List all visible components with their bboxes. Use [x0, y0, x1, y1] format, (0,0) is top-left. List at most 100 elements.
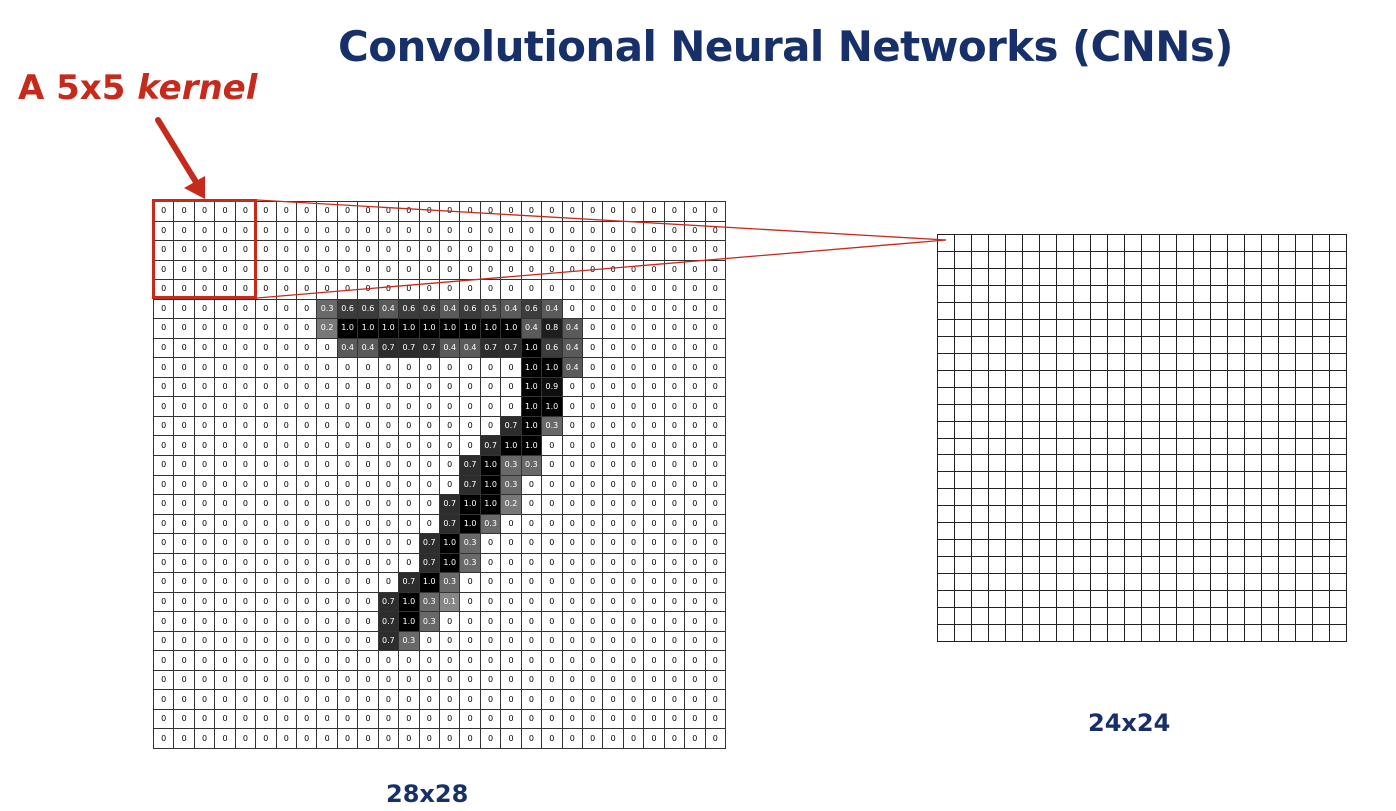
feature-map-cell: [1329, 268, 1347, 286]
pixel-cell: 0.7: [378, 338, 400, 359]
pixel-cell: 0: [685, 455, 706, 476]
pixel-cell: 0: [480, 670, 502, 691]
pixel-cell: 0: [623, 221, 645, 242]
feature-map-cell: [972, 302, 990, 320]
pixel-cell: 0: [664, 455, 686, 476]
pixel-cell: 0: [399, 221, 420, 242]
feature-map-cell: [955, 268, 973, 286]
feature-map-cell: [1040, 625, 1058, 642]
pixel-cell: 0: [562, 651, 583, 671]
feature-map-cell: [1261, 235, 1279, 252]
feature-map-cell: [938, 438, 956, 456]
pixel-cell: 0: [460, 377, 481, 398]
feature-map-cell: [1295, 455, 1313, 473]
pixel-cell: 0: [235, 651, 257, 671]
pixel-cell: 0: [664, 377, 686, 398]
pixel-cell: 0: [256, 436, 277, 456]
feature-map-cell: [1040, 404, 1058, 422]
feature-map-cell: [955, 506, 973, 524]
pixel-cell: 0: [256, 416, 277, 437]
feature-map-cell: [1193, 506, 1211, 524]
pixel-cell: 0: [603, 631, 624, 652]
feature-map-cell: [938, 251, 956, 269]
pixel-cell: 0.8: [542, 319, 563, 339]
feature-map-cell: [1210, 506, 1228, 524]
feature-map-cell: [989, 235, 1007, 252]
pixel-cell: 0: [276, 280, 297, 300]
feature-map-cell: [1244, 591, 1262, 609]
feature-map-cell: [1142, 404, 1160, 422]
feature-map-cell: [1329, 523, 1347, 541]
feature-map-cell: [1159, 285, 1177, 303]
feature-map-cell: [1040, 523, 1058, 541]
pixel-cell: 0: [644, 612, 665, 632]
pixel-cell: 0: [358, 260, 379, 281]
pixel-cell: 0: [235, 416, 257, 437]
feature-map-cell: [1023, 285, 1041, 303]
pixel-cell: 0.4: [440, 338, 461, 359]
pixel-cell: 0.7: [378, 612, 400, 632]
pixel-cell: 0: [399, 260, 420, 281]
feature-map-cell: [1091, 455, 1109, 473]
feature-map-cell: [989, 591, 1007, 609]
pixel-cell: 0: [664, 416, 686, 437]
feature-map-cell: [1091, 235, 1109, 252]
kernel-label-prefix: A 5x5: [18, 68, 138, 108]
feature-map-cell: [1125, 387, 1143, 405]
pixel-cell: 0: [337, 534, 359, 554]
feature-map-cell: [989, 489, 1007, 507]
pixel-cell: 0: [705, 455, 726, 476]
feature-map-cell: [972, 421, 990, 439]
feature-map-cell: [1193, 235, 1211, 252]
feature-map-cell: [1125, 302, 1143, 320]
feature-map-cell: [1295, 574, 1313, 592]
pixel-cell: 1.0: [542, 397, 563, 417]
feature-map-cell: [1108, 438, 1126, 456]
feature-map-cell: [955, 472, 973, 490]
pixel-cell: 0: [174, 534, 195, 554]
pixel-cell: 0: [685, 709, 706, 730]
feature-map-cell: [1091, 268, 1109, 286]
pixel-cell: 0: [501, 377, 522, 398]
feature-map-cell: [1040, 421, 1058, 439]
pixel-cell: 0: [644, 455, 665, 476]
feature-map-cell: [1125, 438, 1143, 456]
pixel-cell: 0: [562, 221, 583, 242]
feature-map-cell: [1227, 625, 1245, 642]
pixel-cell: 0.7: [501, 338, 522, 359]
feature-map-cell: [1023, 557, 1041, 575]
pixel-cell: 0: [235, 573, 257, 593]
feature-map-cell: [989, 455, 1007, 473]
feature-map-cell: [1278, 591, 1296, 609]
feature-map-cell: [1193, 438, 1211, 456]
pixel-cell: 0: [542, 729, 563, 749]
feature-map-cell: [1108, 302, 1126, 320]
feature-map-cell: [1108, 268, 1126, 286]
feature-map-cell: [989, 540, 1007, 558]
pixel-cell: 0: [664, 670, 686, 691]
pixel-cell: 0: [194, 397, 216, 417]
feature-map-cell: [1329, 404, 1347, 422]
feature-map-cell: [1176, 285, 1194, 303]
feature-map-cell: [1261, 608, 1279, 626]
feature-map-cell: [1261, 489, 1279, 507]
pixel-cell: 0: [378, 573, 400, 593]
feature-map-cell: [1193, 353, 1211, 371]
feature-map-cell: [1074, 353, 1092, 371]
pixel-cell: 0: [297, 612, 318, 632]
pixel-cell: 0: [276, 319, 297, 339]
feature-map-cell: [1329, 235, 1347, 252]
pixel-cell: 0.7: [399, 338, 420, 359]
feature-map-cell: [1329, 591, 1347, 609]
pixel-cell: 0: [583, 455, 604, 476]
pixel-cell: 0: [562, 436, 583, 456]
feature-map-cell: [1244, 455, 1262, 473]
pixel-cell: 0.7: [480, 338, 502, 359]
pixel-cell: 0: [317, 534, 338, 554]
feature-map-cell: [1057, 591, 1075, 609]
pixel-cell: 0: [276, 299, 297, 320]
pixel-cell: 0: [358, 455, 379, 476]
pixel-cell: 0: [399, 495, 420, 515]
pixel-cell: 1.0: [480, 475, 502, 496]
pixel-cell: 0: [685, 651, 706, 671]
